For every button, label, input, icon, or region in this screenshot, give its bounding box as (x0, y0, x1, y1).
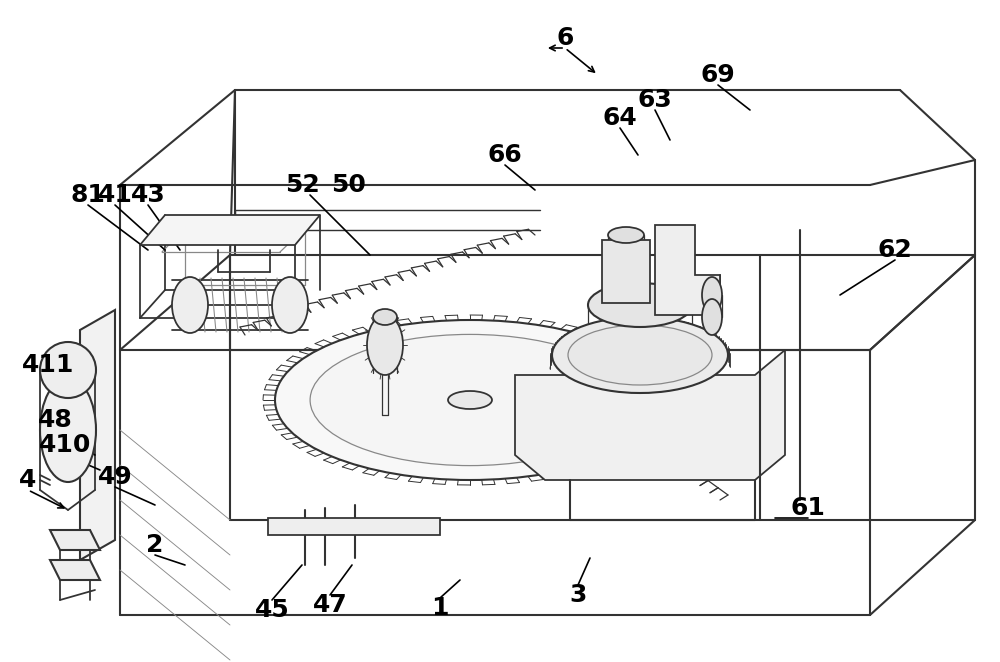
Text: 410: 410 (39, 433, 91, 457)
Text: 62: 62 (878, 238, 912, 262)
Text: 63: 63 (638, 88, 672, 112)
Text: 3: 3 (569, 583, 587, 607)
Polygon shape (268, 518, 440, 535)
Ellipse shape (373, 309, 397, 325)
Text: 411: 411 (22, 353, 74, 377)
Ellipse shape (367, 315, 403, 375)
Ellipse shape (40, 378, 96, 482)
Text: 66: 66 (488, 143, 522, 167)
Text: 6: 6 (556, 26, 574, 50)
Text: 61: 61 (791, 496, 825, 520)
Text: 1: 1 (431, 596, 449, 620)
Text: 49: 49 (98, 465, 132, 489)
Text: 48: 48 (38, 408, 72, 432)
Text: 52: 52 (285, 173, 319, 197)
Polygon shape (602, 240, 650, 303)
Ellipse shape (702, 299, 722, 335)
Text: 43: 43 (131, 183, 165, 207)
Polygon shape (80, 310, 115, 560)
Polygon shape (140, 215, 320, 245)
Text: 64: 64 (603, 106, 637, 130)
Text: 81: 81 (71, 183, 105, 207)
Ellipse shape (172, 277, 208, 333)
Text: 69: 69 (701, 63, 735, 87)
Ellipse shape (272, 277, 308, 333)
Ellipse shape (588, 283, 692, 327)
Text: 45: 45 (255, 598, 289, 622)
Ellipse shape (568, 325, 712, 385)
Ellipse shape (608, 227, 644, 243)
Text: 4: 4 (19, 468, 37, 492)
Text: 50: 50 (331, 173, 365, 197)
Ellipse shape (40, 342, 96, 398)
Polygon shape (655, 225, 720, 315)
Polygon shape (515, 350, 785, 480)
Polygon shape (50, 560, 100, 580)
Ellipse shape (702, 277, 722, 313)
Polygon shape (50, 530, 100, 550)
Text: 47: 47 (313, 593, 347, 617)
Text: 41: 41 (98, 183, 132, 207)
Ellipse shape (448, 391, 492, 409)
Ellipse shape (552, 317, 728, 393)
Ellipse shape (310, 334, 630, 465)
Text: 2: 2 (146, 533, 164, 557)
Ellipse shape (275, 320, 665, 480)
